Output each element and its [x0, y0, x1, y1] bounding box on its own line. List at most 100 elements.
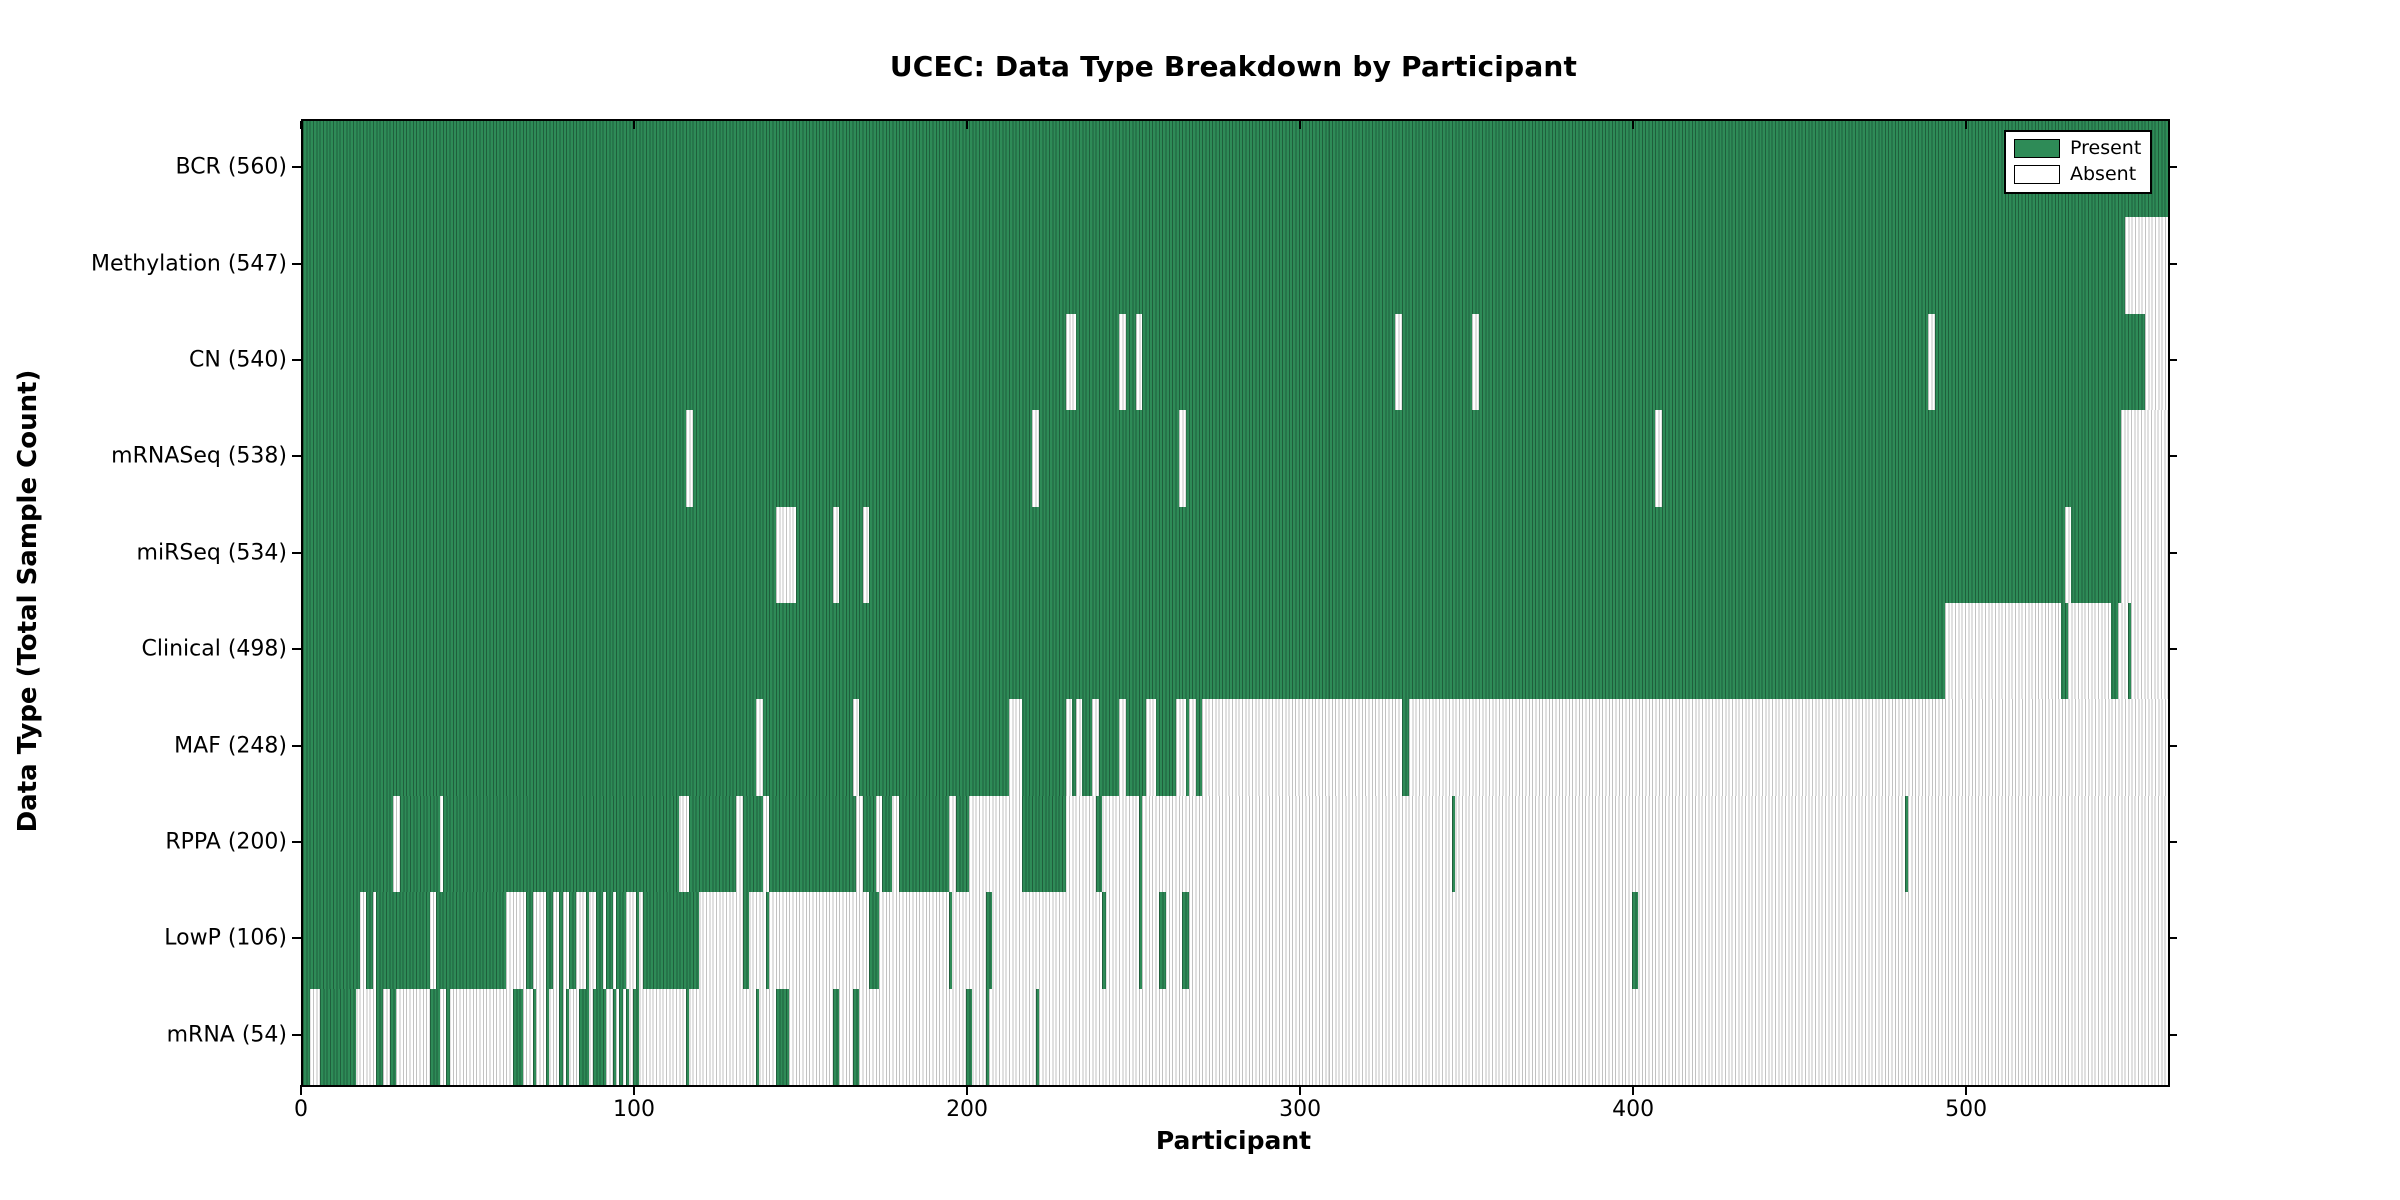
y-tick-mark	[292, 841, 301, 843]
y-tick-mark	[292, 262, 301, 265]
absent-segment	[1202, 699, 1402, 796]
x-tick-label-200: 200	[946, 1097, 989, 1122]
present-segment	[965, 988, 973, 1085]
absent-segment	[1009, 699, 1023, 796]
absent-segment	[1471, 313, 1479, 411]
absent-segment	[2124, 217, 2168, 314]
present-segment	[689, 795, 736, 893]
absent-segment	[1928, 313, 1935, 411]
x-tick-mark	[1632, 1085, 1635, 1095]
x-tick-mark	[1965, 121, 1968, 129]
row-label-Methylation: Methylation (547)	[91, 251, 287, 277]
present-segment	[882, 795, 893, 893]
present-segment	[596, 892, 603, 989]
present-segment	[1138, 892, 1143, 989]
legend-entry-present: Present	[2014, 139, 2141, 158]
present-segment	[592, 988, 607, 1085]
absent-segment	[1135, 313, 1143, 411]
heatmap-row-mRNA	[303, 988, 2168, 1085]
present-segment	[1158, 892, 1166, 989]
y-tick-mark	[2168, 551, 2177, 554]
present-segment	[755, 988, 760, 1085]
absent-segment	[2121, 506, 2168, 603]
present-segment	[775, 988, 790, 1085]
x-tick-label-300: 300	[1279, 1097, 1322, 1122]
y-tick-mark	[2168, 262, 2177, 265]
present-segment	[1631, 892, 1639, 989]
absent-segment	[1655, 410, 1662, 507]
present-segment	[319, 988, 357, 1085]
absent-segment	[1065, 313, 1076, 411]
absent-segment	[2131, 603, 2168, 700]
present-segment	[429, 988, 440, 1085]
present-segment	[1138, 795, 1143, 893]
present-segment	[559, 892, 563, 989]
y-tick-mark	[2168, 359, 2177, 361]
present-segment	[559, 988, 563, 1085]
x-tick-mark	[633, 1085, 636, 1095]
y-tick-mark	[292, 744, 301, 747]
x-tick-mark	[966, 121, 969, 129]
present-segment	[442, 795, 680, 893]
absent-segment	[1118, 313, 1126, 411]
row-label-Clinical: Clinical (498)	[141, 636, 287, 662]
absent-segment	[852, 699, 860, 796]
y-tick-mark	[2168, 1033, 2177, 1036]
present-segment	[899, 795, 950, 893]
present-segment	[685, 988, 690, 1085]
heatmap-row-miRSeq	[303, 506, 2168, 603]
row-label-CN: CN (540)	[189, 347, 287, 373]
x-tick-mark	[300, 1085, 302, 1095]
present-segment	[852, 988, 860, 1085]
present-segment	[303, 988, 310, 1085]
y-tick-mark	[292, 551, 301, 554]
absent-segment	[2064, 506, 2072, 603]
x-tick-label-400: 400	[1612, 1097, 1655, 1122]
present-segment	[303, 892, 360, 989]
present-segment	[769, 795, 856, 893]
present-segment	[366, 892, 373, 989]
x-tick-mark	[1299, 1085, 1302, 1095]
heatmap-row-Methylation	[303, 217, 2168, 314]
x-tick-mark	[1965, 1085, 1968, 1095]
heatmap-row-LowP	[303, 892, 2168, 989]
row-label-BCR: BCR (560)	[175, 154, 287, 180]
absent-segment	[1408, 699, 2168, 796]
legend-label-absent: Absent	[2070, 163, 2137, 185]
y-tick-mark	[2168, 648, 2177, 651]
absent-segment	[832, 506, 840, 603]
absent-segment	[862, 506, 870, 603]
absent-segment	[1092, 699, 1099, 796]
absent-segment	[1145, 699, 1156, 796]
absent-segment	[1118, 699, 1126, 796]
x-tick-mark	[1632, 121, 1635, 129]
x-tick-mark	[300, 121, 302, 129]
present-segment	[526, 892, 533, 989]
chart-title: UCEC: Data Type Breakdown by Participant	[889, 50, 1578, 83]
present-segment	[985, 892, 993, 989]
y-tick-mark	[292, 648, 301, 651]
heatmap-row-BCR	[303, 121, 2168, 218]
present-segment	[376, 988, 383, 1085]
absent-segment	[1944, 603, 2062, 700]
present-segment	[1102, 892, 1106, 989]
present-segment	[632, 988, 640, 1085]
y-tick-mark	[2168, 937, 2177, 940]
present-segment	[579, 988, 590, 1085]
present-segment	[512, 988, 523, 1085]
present-segment	[303, 795, 393, 893]
present-segment	[376, 892, 430, 989]
present-segment	[742, 795, 763, 893]
present-segment	[955, 795, 970, 893]
heatmap-row-MAF	[303, 699, 2168, 796]
heatmap-row-mRNASeq	[303, 410, 2168, 507]
present-segment	[606, 892, 613, 989]
absent-segment	[1032, 410, 1039, 507]
absent-segment	[755, 699, 763, 796]
absent-segment	[2068, 603, 2112, 700]
present-segment	[985, 988, 990, 1085]
row-label-RPPA: RPPA (200)	[165, 829, 287, 855]
present-segment	[389, 988, 397, 1085]
y-tick-mark	[2168, 744, 2177, 747]
